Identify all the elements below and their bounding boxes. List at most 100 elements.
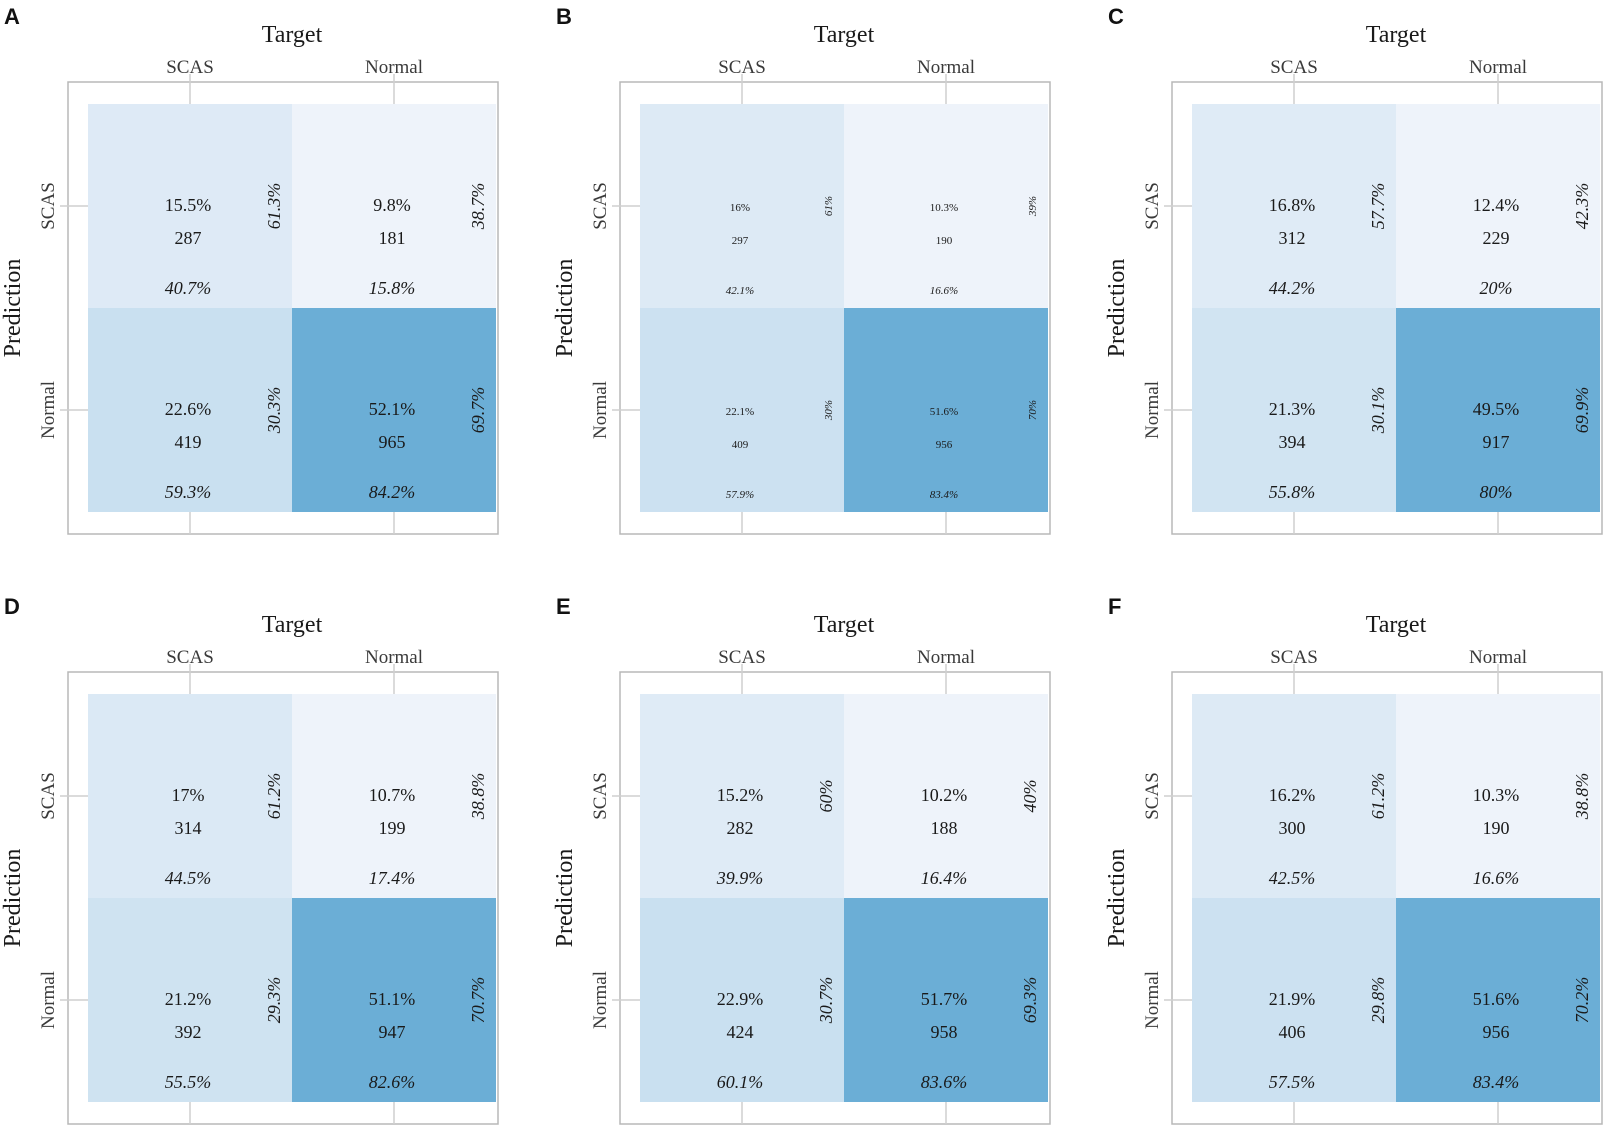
- cell-count: 287: [175, 228, 202, 248]
- cell-count: 419: [175, 432, 202, 452]
- cell-fill: [1396, 308, 1600, 512]
- y-tick-label: Normal: [38, 381, 59, 439]
- cell-count: 965: [379, 432, 406, 452]
- cell-row-percent: 39%: [1027, 196, 1039, 217]
- matrix-cell: 21.2% 392 55.5% 29.3%: [88, 898, 292, 1102]
- cell-total-percent: 17%: [172, 785, 205, 805]
- x-tick-label: Normal: [917, 647, 975, 668]
- cell-column-percent: 42.5%: [1269, 868, 1316, 888]
- matrix-cell: 10.3% 190 16.6% 39%: [844, 104, 1048, 308]
- x-axis-title: Target: [1366, 612, 1427, 638]
- panel-c: C Target Prediction SCAS Normal SCAS Normal 16.…: [1104, 4, 1603, 535]
- cell-count: 409: [732, 439, 749, 451]
- cell-row-percent: 42.3%: [1572, 183, 1592, 230]
- y-tick-label: SCAS: [1142, 772, 1163, 820]
- cell-column-percent: 40.7%: [165, 278, 212, 298]
- matrix-cell: 17% 314 44.5% 61.2%: [88, 694, 292, 898]
- cell-total-percent: 22.9%: [717, 989, 764, 1009]
- x-axis-title: Target: [1366, 22, 1427, 48]
- y-axis-title: Prediction: [552, 259, 578, 358]
- matrix-cell: 21.3% 394 55.8% 30.1%: [1192, 308, 1396, 512]
- y-tick-label: SCAS: [38, 772, 59, 820]
- cell-total-percent: 52.1%: [369, 399, 416, 419]
- y-axis-title: Prediction: [1104, 259, 1130, 358]
- x-tick-label: SCAS: [1270, 647, 1318, 668]
- cell-fill: [292, 308, 496, 512]
- cell-row-percent: 61.2%: [264, 773, 284, 820]
- cell-total-percent: 16.8%: [1269, 195, 1316, 215]
- cell-fill: [640, 694, 844, 898]
- cell-count: 314: [175, 818, 202, 838]
- y-axis-title: Prediction: [552, 849, 578, 948]
- cell-total-percent: 10.3%: [930, 202, 958, 214]
- cell-count: 947: [379, 1022, 406, 1042]
- matrix-cell: 51.6% 956 83.4% 70%: [844, 308, 1048, 512]
- cell-column-percent: 83.6%: [921, 1072, 968, 1092]
- cell-column-percent: 83.4%: [1473, 1072, 1520, 1092]
- cell-total-percent: 51.7%: [921, 989, 968, 1009]
- x-axis-title: Target: [262, 22, 323, 48]
- cell-row-percent: 69.9%: [1572, 387, 1592, 434]
- panel-e: E Target Prediction SCAS Normal SCAS Normal 15.…: [552, 594, 1051, 1125]
- cell-fill: [1192, 694, 1396, 898]
- cell-column-percent: 84.2%: [369, 482, 416, 502]
- cell-fill: [640, 308, 844, 512]
- cell-row-percent: 57.7%: [1368, 183, 1388, 230]
- cell-count: 297: [732, 235, 749, 247]
- cell-count: 956: [1483, 1022, 1510, 1042]
- y-tick-label: Normal: [590, 971, 611, 1029]
- cell-fill: [640, 898, 844, 1102]
- cell-column-percent: 17.4%: [369, 868, 416, 888]
- x-tick-label: Normal: [1469, 647, 1527, 668]
- x-tick-label: Normal: [365, 647, 423, 668]
- y-axis-title: Prediction: [0, 849, 26, 948]
- panel-letter: A: [4, 4, 20, 29]
- cell-count: 917: [1483, 432, 1510, 452]
- matrix-cell: 51.7% 958 83.6% 69.3%: [844, 898, 1048, 1102]
- cell-count: 956: [936, 439, 953, 451]
- cell-count: 406: [1279, 1022, 1306, 1042]
- cell-total-percent: 9.8%: [373, 195, 411, 215]
- cell-total-percent: 49.5%: [1473, 399, 1520, 419]
- cell-row-percent: 30.7%: [816, 977, 836, 1025]
- cell-row-percent: 60%: [816, 780, 836, 813]
- cell-row-percent: 70.2%: [1572, 977, 1592, 1024]
- cell-fill: [292, 104, 496, 308]
- cell-total-percent: 21.2%: [165, 989, 212, 1009]
- cell-column-percent: 44.2%: [1269, 278, 1316, 298]
- cell-column-percent: 44.5%: [165, 868, 212, 888]
- cell-column-percent: 57.9%: [726, 489, 754, 501]
- x-tick-label: SCAS: [1270, 57, 1318, 78]
- matrix-cell: 16.8% 312 44.2% 57.7%: [1192, 104, 1396, 308]
- cell-total-percent: 15.5%: [165, 195, 212, 215]
- cell-row-percent: 40%: [1020, 780, 1040, 813]
- panel-letter: D: [4, 594, 20, 619]
- cell-total-percent: 10.3%: [1473, 785, 1520, 805]
- cell-column-percent: 42.1%: [726, 285, 754, 297]
- cell-column-percent: 57.5%: [1269, 1072, 1316, 1092]
- cell-column-percent: 16.6%: [930, 285, 958, 297]
- matrix-cell: 16.2% 300 42.5% 61.2%: [1192, 694, 1396, 898]
- matrix-cell: 9.8% 181 15.8% 38.7%: [292, 104, 496, 308]
- x-tick-label: Normal: [365, 57, 423, 78]
- x-tick-label: Normal: [1469, 57, 1527, 78]
- cell-total-percent: 22.6%: [165, 399, 212, 419]
- cell-total-percent: 51.1%: [369, 989, 416, 1009]
- cell-fill: [844, 898, 1048, 1102]
- panel-d: D Target Prediction SCAS Normal SCAS Normal 17%…: [0, 594, 499, 1125]
- cell-fill: [844, 104, 1048, 308]
- cell-column-percent: 82.6%: [369, 1072, 416, 1092]
- x-tick-label: Normal: [917, 57, 975, 78]
- panel-letter: C: [1108, 4, 1124, 29]
- cell-column-percent: 16.4%: [921, 868, 968, 888]
- panel-letter: B: [556, 4, 572, 29]
- cell-column-percent: 80%: [1480, 482, 1513, 502]
- matrix-cell: 49.5% 917 80% 69.9%: [1396, 308, 1600, 512]
- cell-row-percent: 61%: [823, 196, 835, 216]
- cell-row-percent: 69.7%: [468, 387, 488, 434]
- cell-fill: [1192, 104, 1396, 308]
- cell-total-percent: 12.4%: [1473, 195, 1520, 215]
- cell-count: 181: [379, 228, 406, 248]
- matrix-cell: 15.2% 282 39.9% 60%: [640, 694, 844, 898]
- matrix-cell: 10.7% 199 17.4% 38.8%: [292, 694, 496, 898]
